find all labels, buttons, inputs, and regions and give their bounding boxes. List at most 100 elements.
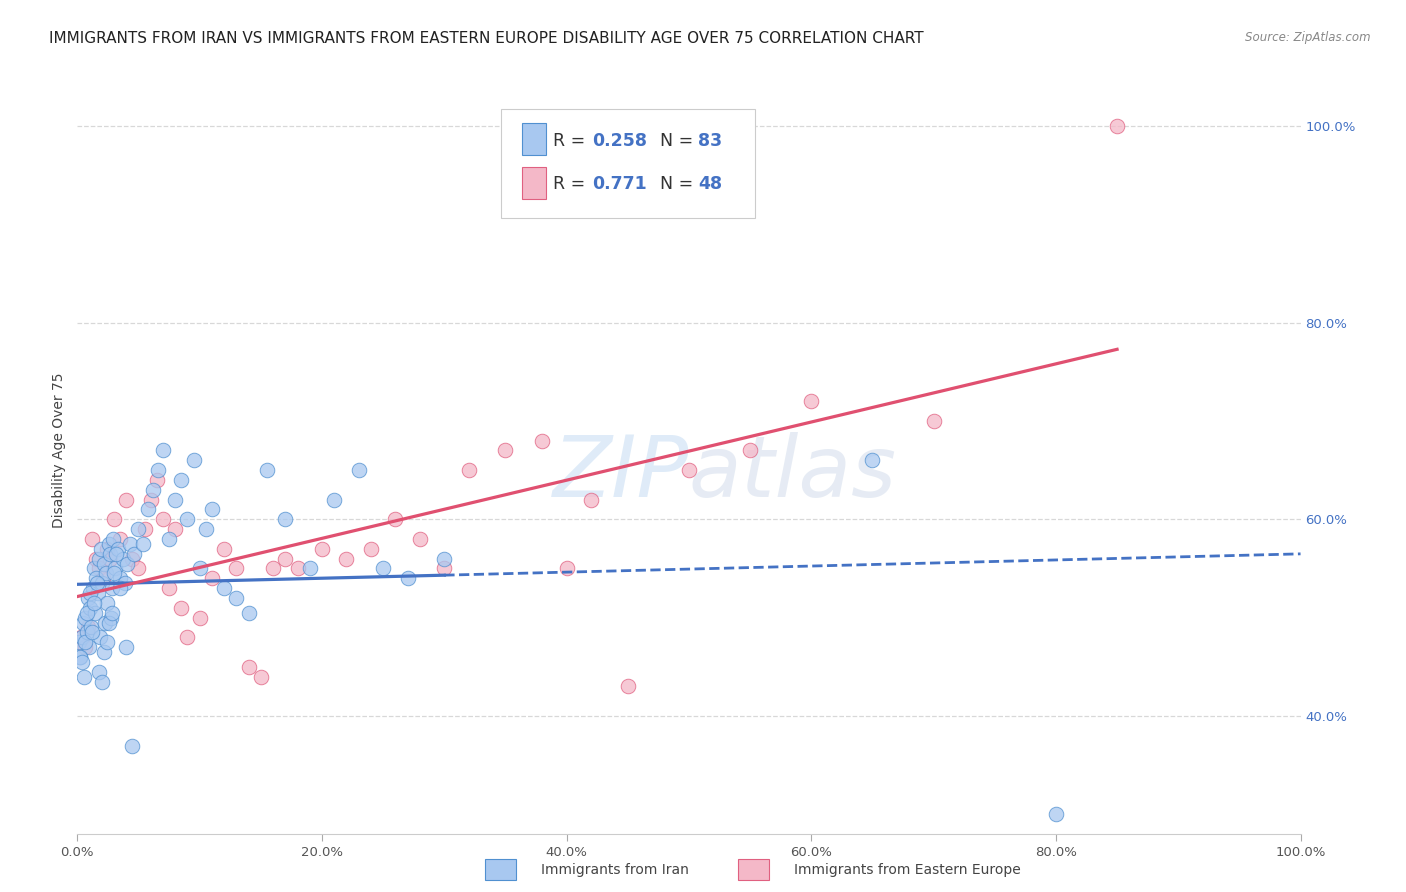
Point [287, 561, 309, 575]
Point [250, 670, 273, 684]
Point [433, 551, 456, 566]
Point [531, 434, 554, 448]
Point [409, 532, 432, 546]
Point [89, 630, 111, 644]
Point [115, 492, 138, 507]
Point [96, 541, 118, 556]
Point [115, 640, 138, 655]
Point [335, 551, 357, 566]
Point [176, 512, 198, 526]
Point [1045, 807, 1067, 822]
Point [69, 650, 91, 665]
Point [165, 522, 187, 536]
Point [201, 502, 224, 516]
Point [70, 630, 93, 644]
Point [433, 561, 456, 575]
Point [922, 414, 945, 428]
Point [274, 551, 297, 566]
Point [72, 615, 94, 630]
Point [70, 630, 93, 644]
Point [323, 492, 346, 507]
Point [360, 541, 382, 556]
Point [311, 541, 333, 556]
Point [101, 581, 124, 595]
Point [87, 551, 110, 566]
Point [157, 581, 180, 595]
Point [105, 547, 128, 561]
Point [274, 512, 297, 526]
Point [96, 596, 118, 610]
Point [98, 615, 121, 630]
Point [262, 561, 284, 575]
Point [76, 606, 98, 620]
Point [83, 596, 105, 610]
Point [73, 670, 96, 684]
Point [98, 551, 121, 566]
Point [104, 561, 127, 575]
Point [118, 537, 141, 551]
Point [84, 606, 107, 620]
Point [740, 443, 762, 458]
Point [146, 473, 169, 487]
Text: Immigrants from Iran: Immigrants from Iran [541, 863, 689, 877]
Point [108, 581, 131, 595]
Point [139, 492, 162, 507]
Point [298, 561, 321, 575]
Point [121, 739, 143, 753]
Point [201, 571, 224, 585]
Point [176, 630, 198, 644]
Point [238, 606, 260, 620]
Point [91, 576, 114, 591]
Point [77, 640, 100, 655]
Point [76, 625, 98, 640]
Point [93, 645, 115, 659]
Point [84, 571, 107, 585]
Point [225, 591, 247, 605]
Point [165, 492, 187, 507]
Point [67, 635, 90, 649]
Point [384, 512, 406, 526]
Point [117, 557, 139, 571]
Point [75, 610, 97, 624]
Text: 0.771: 0.771 [592, 176, 647, 194]
Point [146, 463, 169, 477]
Point [69, 650, 91, 665]
Point [108, 532, 131, 546]
Point [170, 473, 193, 487]
Point [107, 541, 129, 556]
Point [579, 492, 602, 507]
Point [79, 600, 101, 615]
Point [862, 453, 884, 467]
Point [495, 443, 517, 458]
Point [371, 561, 394, 575]
Point [80, 625, 103, 640]
Point [100, 606, 122, 620]
Point [76, 591, 98, 605]
Point [98, 547, 121, 561]
Point [80, 620, 103, 634]
Point [73, 640, 96, 655]
Text: 0.258: 0.258 [592, 132, 648, 150]
Point [83, 561, 105, 575]
Point [77, 620, 100, 634]
Point [79, 586, 101, 600]
Point [170, 600, 193, 615]
Point [80, 532, 103, 546]
Point [90, 541, 112, 556]
Point [127, 522, 149, 536]
Text: IMMIGRANTS FROM IRAN VS IMMIGRANTS FROM EASTERN EUROPE DISABILITY AGE OVER 75 CO: IMMIGRANTS FROM IRAN VS IMMIGRANTS FROM … [49, 31, 924, 46]
Point [114, 576, 136, 591]
Point [142, 483, 165, 497]
Point [1107, 119, 1129, 133]
Point [97, 537, 120, 551]
Point [152, 512, 174, 526]
Point [555, 561, 578, 575]
Point [457, 463, 479, 477]
Point [396, 571, 419, 585]
Point [188, 610, 211, 624]
Point [70, 655, 93, 669]
Point [127, 561, 149, 575]
Point [82, 581, 104, 595]
Point [132, 537, 155, 551]
Point [108, 571, 131, 585]
